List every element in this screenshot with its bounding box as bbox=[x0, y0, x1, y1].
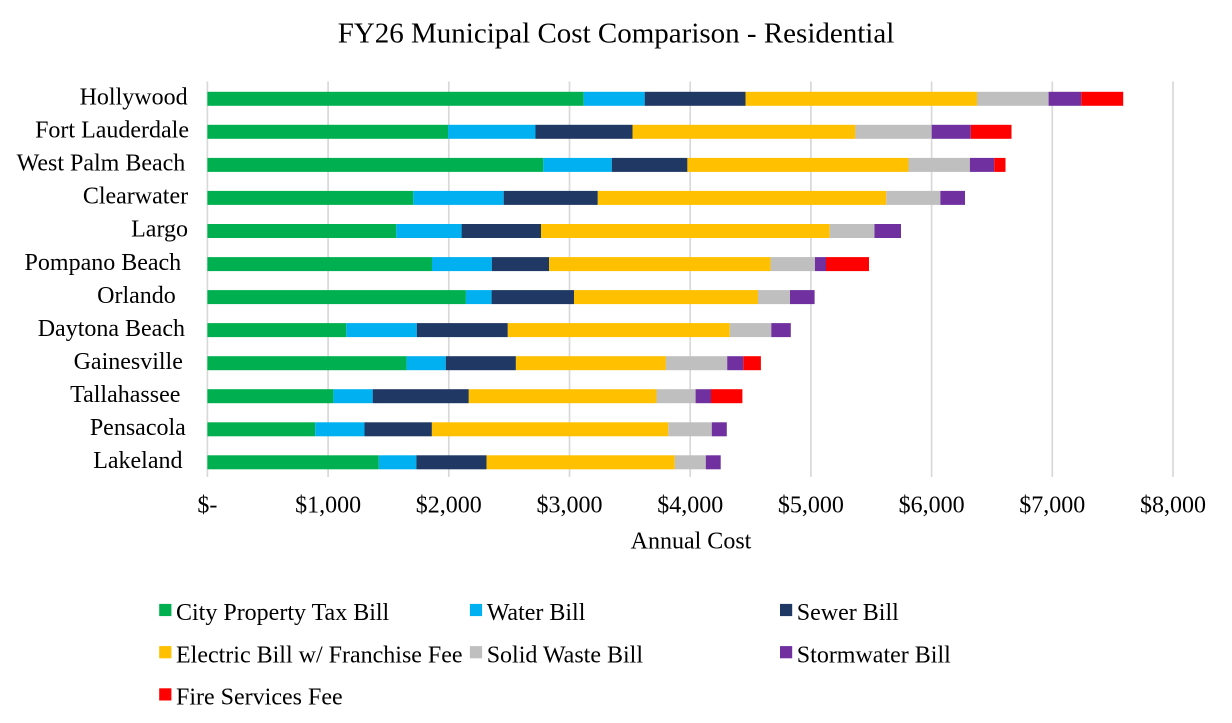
svg-text:Hollywood: Hollywood bbox=[80, 85, 188, 111]
svg-text:$2,000: $2,000 bbox=[416, 493, 482, 519]
svg-text:$1,000: $1,000 bbox=[295, 493, 361, 519]
svg-text:Stormwater Bill: Stormwater Bill bbox=[797, 642, 951, 668]
svg-text:$8,000: $8,000 bbox=[1140, 493, 1206, 519]
svg-text:Pompano Beach: Pompano Beach bbox=[25, 250, 182, 276]
svg-text:Lakeland: Lakeland bbox=[93, 448, 182, 474]
svg-text:Clearwater: Clearwater bbox=[83, 184, 188, 210]
svg-text:Electric Bill w/ Franchise Fee: Electric Bill w/ Franchise Fee bbox=[176, 642, 463, 668]
svg-text:$3,000: $3,000 bbox=[537, 493, 603, 519]
svg-text:$4,000: $4,000 bbox=[657, 493, 723, 519]
svg-text:Annual Cost: Annual Cost bbox=[631, 528, 752, 554]
svg-text:$6,000: $6,000 bbox=[899, 493, 965, 519]
svg-text:Water Bill: Water Bill bbox=[487, 600, 586, 626]
svg-text:Fort Lauderdale: Fort Lauderdale bbox=[35, 118, 189, 144]
svg-text:Largo: Largo bbox=[131, 217, 188, 243]
svg-text:FY26 Municipal Cost Comparison: FY26 Municipal Cost Comparison - Residen… bbox=[338, 17, 895, 49]
svg-text:Sewer Bill: Sewer Bill bbox=[797, 600, 899, 626]
svg-text:Gainesville: Gainesville bbox=[74, 349, 183, 375]
svg-text:Fire Services Fee: Fire Services Fee bbox=[176, 685, 343, 711]
svg-text:$7,000: $7,000 bbox=[1019, 493, 1085, 519]
svg-text:West Palm Beach: West Palm Beach bbox=[17, 151, 186, 177]
svg-text:Daytona Beach: Daytona Beach bbox=[38, 316, 185, 342]
svg-text:Pensacola: Pensacola bbox=[90, 415, 186, 441]
svg-text:Tallahassee: Tallahassee bbox=[70, 382, 180, 408]
svg-text:Orlando: Orlando bbox=[97, 283, 176, 309]
svg-text:$5,000: $5,000 bbox=[778, 493, 844, 519]
svg-text:$-: $- bbox=[197, 493, 217, 519]
svg-text:Solid Waste Bill: Solid Waste Bill bbox=[487, 642, 644, 668]
svg-text:City Property Tax Bill: City Property Tax Bill bbox=[176, 600, 390, 626]
